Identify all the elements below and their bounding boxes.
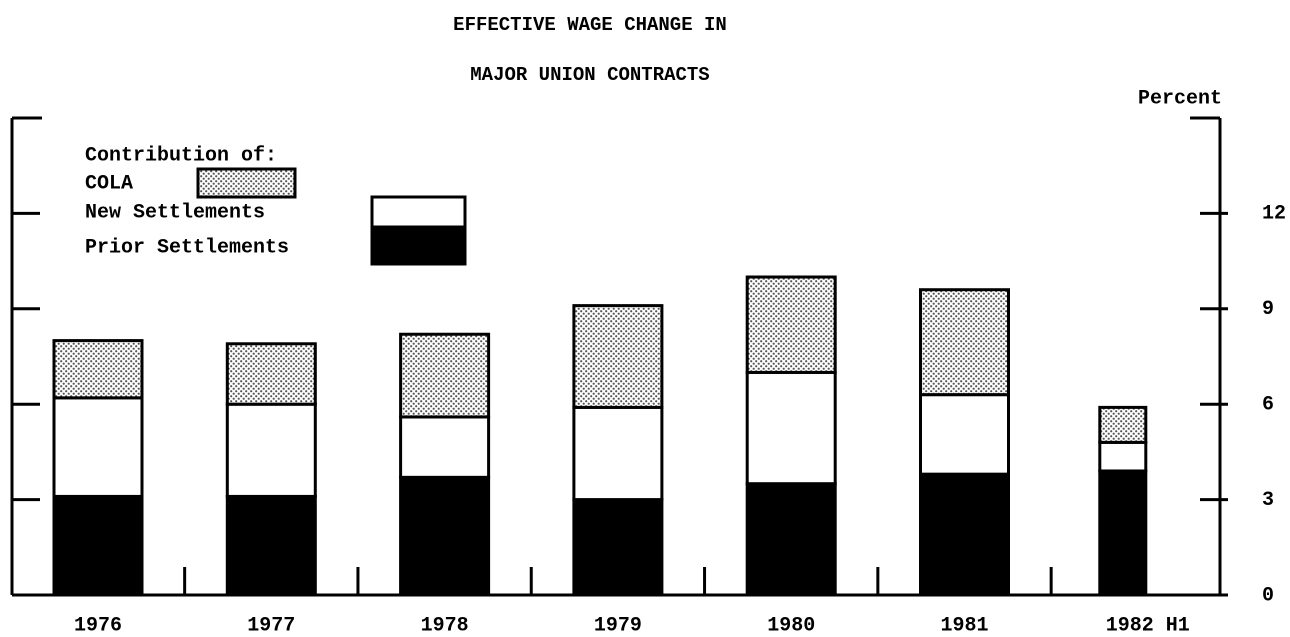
legend-label: New Settlements: [85, 201, 265, 224]
bar-segment: [1098, 405, 1148, 444]
bar-segment: [1098, 469, 1148, 597]
y-axis-label: Percent: [1138, 87, 1222, 110]
bar-segment: [225, 342, 317, 406]
bar-segment: [225, 402, 317, 498]
x-tick-label: 1982 H1: [1106, 614, 1190, 637]
x-tick-label: 1976: [74, 614, 122, 637]
bar-segment: [52, 339, 144, 400]
bar-segment: [399, 415, 491, 479]
y-tick-label: 6: [1262, 393, 1274, 416]
x-tick-label: 1981: [940, 614, 988, 637]
bar-segment: [399, 475, 491, 597]
y-tick-label: 9: [1262, 298, 1274, 321]
y-tick-label: 3: [1262, 489, 1274, 512]
bar-segment: [919, 288, 1010, 397]
bar-segment: [745, 482, 837, 597]
bar-segment: [225, 494, 317, 597]
bar-segment: [572, 405, 664, 502]
bar-segment: [572, 498, 664, 597]
legend-label: Prior Settlements: [85, 236, 289, 259]
legend-swatch: [196, 167, 297, 199]
chart-subtitle: MAJOR UNION CONTRACTS: [470, 64, 709, 86]
bar-segment: [919, 472, 1010, 597]
chart-title: EFFECTIVE WAGE CHANGE IN: [453, 14, 727, 36]
bar-segment: [919, 393, 1010, 476]
x-tick-label: 1977: [247, 614, 295, 637]
legend-title: Contribution of:: [85, 144, 277, 167]
bar-segment: [52, 494, 144, 597]
bar-segment: [399, 332, 491, 419]
legend-label: COLA: [85, 172, 133, 195]
bar-segment: [745, 370, 837, 486]
x-tick-label: 1980: [767, 614, 815, 637]
bar-segment: [572, 304, 664, 409]
bar-segment: [52, 396, 144, 498]
y-tick-label: 0: [1262, 584, 1274, 607]
y-tick-label: 12: [1262, 203, 1286, 226]
x-tick-label: 1979: [594, 614, 642, 637]
x-tick-label: 1978: [421, 614, 469, 637]
legend-swatch: [370, 228, 467, 266]
legend-swatch: [370, 195, 467, 229]
bar-segment: [1098, 440, 1148, 473]
bar-segment: [745, 275, 837, 374]
